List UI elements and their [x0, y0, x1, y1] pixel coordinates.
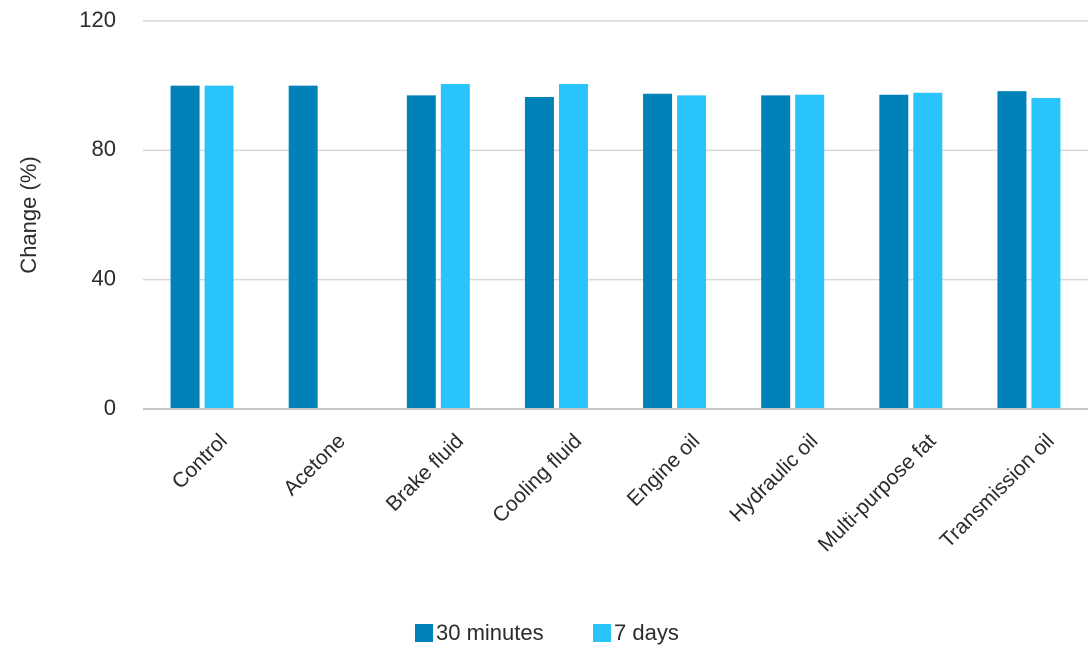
bar-30-minutes: [761, 95, 791, 409]
legend-swatch-30-minutes: [415, 624, 433, 642]
bar-7-days: [795, 94, 825, 409]
y-tick-label: 80: [92, 136, 116, 161]
x-category-label: Transmission oil: [936, 429, 1059, 552]
bar-7-days: [204, 85, 234, 410]
bars: [170, 84, 1061, 410]
x-axis-categories: Control Acetone Brake fluid Cooling fluid En…: [168, 429, 1059, 556]
y-tick-label: 120: [79, 7, 116, 32]
bar-30-minutes: [643, 93, 673, 409]
bar-30-minutes: [406, 95, 436, 409]
bar-7-days: [913, 92, 943, 409]
x-category-label: Brake fluid: [382, 429, 468, 515]
gridlines: [143, 20, 1088, 281]
x-category-label: Multi-purpose fat: [814, 429, 941, 556]
x-category-label: Control: [168, 429, 232, 493]
x-category-label: Engine oil: [623, 429, 704, 510]
bar-30-minutes: [997, 91, 1027, 409]
legend-swatch-7-days: [593, 624, 611, 642]
bar-30-minutes: [170, 85, 200, 410]
y-tick-label: 0: [104, 395, 116, 420]
y-tick-label: 40: [92, 265, 116, 290]
x-category-label: Hydraulic oil: [725, 429, 822, 526]
bar-7-days: [440, 84, 470, 410]
bar-7-days: [558, 84, 588, 410]
legend: 30 minutes 7 days: [415, 620, 679, 645]
x-category-label: Acetone: [279, 429, 350, 500]
bar-7-days: [677, 95, 707, 409]
bar-30-minutes: [524, 96, 554, 409]
bar-30-minutes: [879, 94, 909, 409]
y-axis-ticks: 0 40 80 120: [79, 7, 116, 420]
legend-label: 7 days: [614, 620, 679, 645]
y-axis-title: Change (%): [16, 156, 41, 273]
legend-label: 30 minutes: [436, 620, 544, 645]
bar-7-days: [1031, 97, 1061, 409]
x-category-label: Cooling fluid: [488, 429, 586, 527]
bar-30-minutes: [288, 85, 318, 410]
